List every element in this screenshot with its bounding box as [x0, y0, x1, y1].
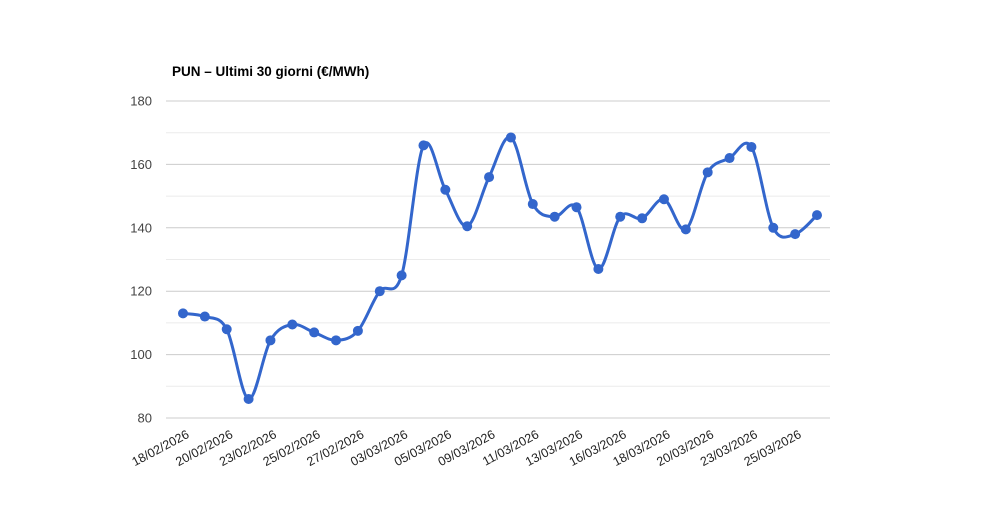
y-axis-label: 100 [130, 347, 152, 362]
data-point-marker[interactable] [615, 211, 626, 222]
data-point-marker[interactable] [593, 264, 604, 275]
data-point-marker[interactable] [505, 132, 516, 143]
data-point-marker[interactable] [331, 335, 342, 346]
gridlines-major [166, 100, 830, 419]
y-axis-label: 120 [130, 284, 152, 299]
y-axis-label: 160 [130, 157, 152, 172]
series-line [181, 135, 819, 401]
data-point-marker[interactable] [309, 327, 320, 338]
data-point-marker[interactable] [418, 140, 429, 151]
data-point-marker[interactable] [571, 202, 582, 213]
data-point-marker[interactable] [746, 141, 757, 152]
data-point-marker[interactable] [680, 224, 691, 235]
series-layer [178, 132, 822, 404]
data-point-marker[interactable] [221, 324, 232, 335]
data-point-marker[interactable] [396, 270, 407, 281]
data-point-marker[interactable] [199, 311, 210, 322]
data-point-marker[interactable] [462, 221, 473, 232]
data-point-marker[interactable] [374, 286, 385, 297]
data-point-marker[interactable] [702, 167, 713, 178]
data-point-marker[interactable] [287, 319, 298, 330]
x-axis-labels: 18/02/202620/02/202623/02/202625/02/2026… [130, 427, 804, 469]
data-point-marker[interactable] [768, 222, 779, 233]
data-point-marker[interactable] [352, 325, 363, 336]
data-point-marker[interactable] [440, 184, 451, 195]
data-point-marker[interactable] [790, 229, 801, 240]
y-axis-label: 180 [130, 94, 152, 109]
data-point-marker[interactable] [724, 153, 735, 164]
data-point-marker[interactable] [637, 213, 648, 224]
data-point-marker[interactable] [243, 393, 254, 404]
data-point-marker[interactable] [658, 194, 669, 205]
data-point-marker[interactable] [265, 335, 276, 346]
y-axis-labels: 80 100 120 140 160 180 [130, 94, 152, 426]
data-point-marker[interactable] [812, 210, 822, 221]
gridlines-minor [166, 132, 830, 387]
chart-title: PUN – Ultimi 30 giorni (€/MWh) [172, 64, 369, 79]
data-point-marker[interactable] [178, 308, 188, 319]
data-point-marker[interactable] [549, 211, 560, 222]
y-axis-label: 140 [130, 220, 152, 235]
data-point-marker[interactable] [527, 199, 538, 210]
data-point-marker[interactable] [484, 172, 495, 183]
y-axis-label: 80 [138, 411, 152, 426]
